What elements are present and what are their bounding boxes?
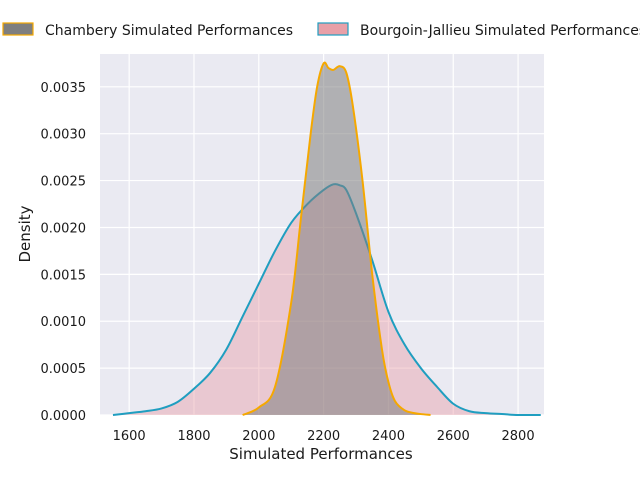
y-tick-label: 0.0005: [41, 362, 87, 377]
x-axis-label: Simulated Performances: [229, 445, 413, 463]
legend: Chambery Simulated Performances Bourgoin…: [2, 22, 640, 39]
legend-label-bourgoin: Bourgoin-Jallieu Simulated Performances: [360, 23, 640, 39]
x-tick-labels: 1600 1800 2000 2200 2400 2600 2800: [113, 429, 535, 444]
x-tick-label: 1800: [177, 429, 210, 444]
x-tick-label: 1600: [113, 429, 146, 444]
legend-label-chambery: Chambery Simulated Performances: [45, 23, 293, 39]
y-tick-label: 0.0015: [41, 268, 87, 283]
y-axis-label: Density: [16, 205, 34, 262]
y-tick-labels: 0.0000 0.0005 0.0010 0.0015 0.0020 0.0025 0.00…: [41, 81, 87, 424]
x-tick-label: 2800: [502, 429, 535, 444]
legend-swatch-bourgoin: [317, 22, 349, 36]
y-tick-label: 0.0030: [41, 128, 87, 143]
y-tick-label: 0.0020: [41, 221, 87, 236]
density-line-chambery: [242, 61, 431, 416]
series-layer: [112, 61, 541, 416]
x-tick-label: 2200: [307, 429, 340, 444]
y-tick-label: 0.0000: [41, 409, 87, 424]
x-tick-label: 2600: [437, 429, 470, 444]
x-tick-label: 2400: [372, 429, 405, 444]
y-tick-label: 0.0010: [41, 315, 87, 330]
y-tick-label: 0.0025: [41, 175, 87, 190]
legend-swatch-chambery: [2, 22, 34, 36]
density-area-chambery: [242, 62, 431, 416]
y-tick-label: 0.0035: [41, 81, 87, 96]
x-tick-label: 2000: [242, 429, 275, 444]
